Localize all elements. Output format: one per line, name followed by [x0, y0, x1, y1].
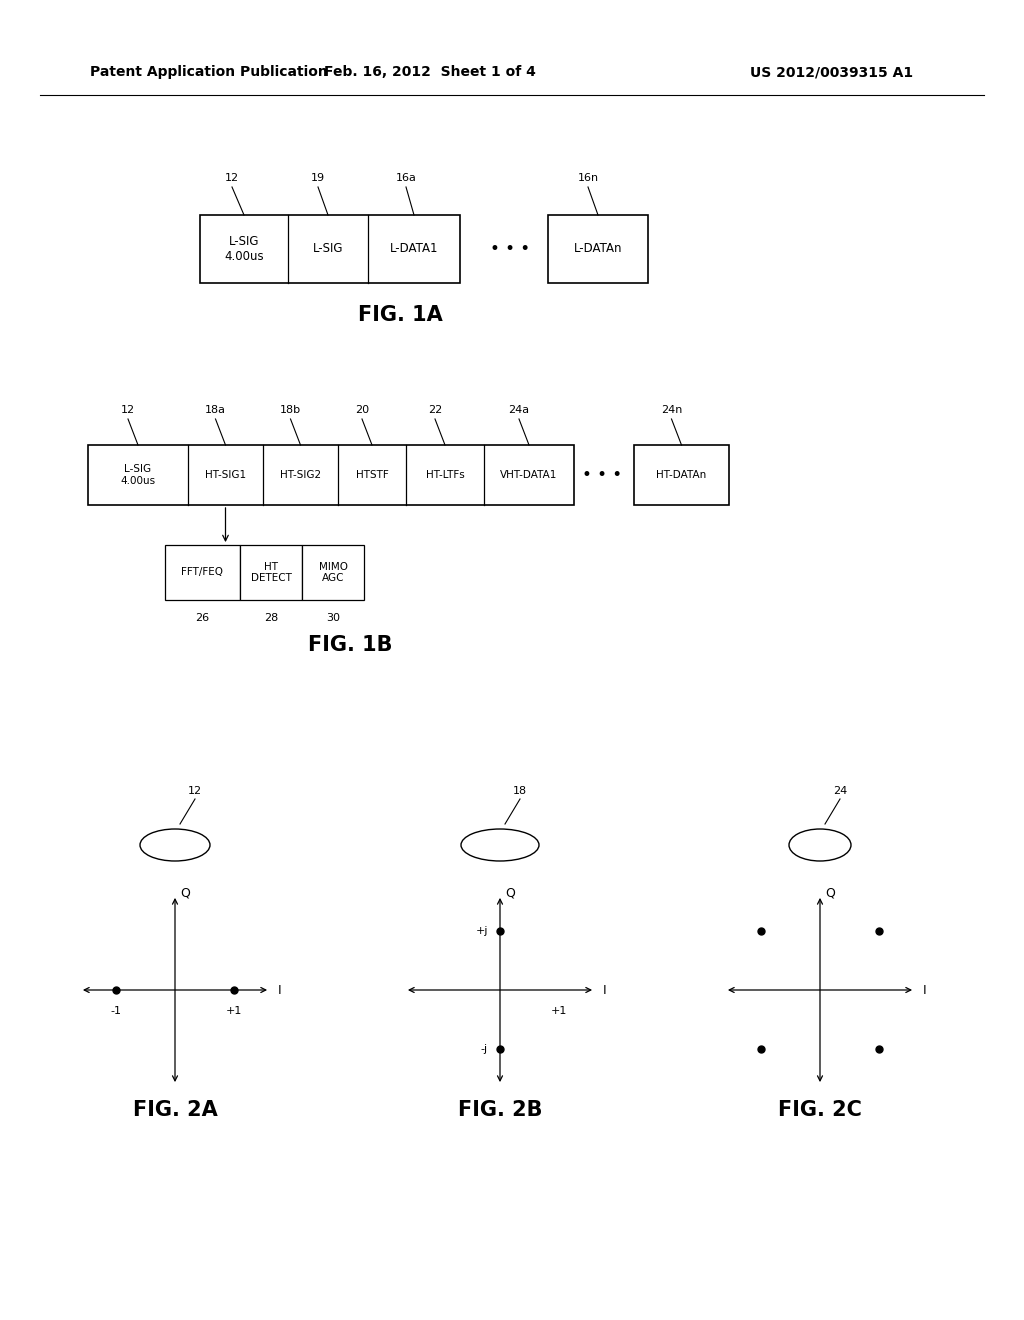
Bar [88, 445, 574, 506]
Text: 20: 20 [355, 405, 369, 414]
Text: 24n: 24n [660, 405, 682, 414]
Text: 26: 26 [196, 612, 210, 623]
Text: Q: Q [825, 887, 835, 900]
Text: 22: 22 [428, 405, 442, 414]
Text: VHT-DATA1: VHT-DATA1 [501, 470, 558, 480]
Text: HT-LTFs: HT-LTFs [426, 470, 464, 480]
Text: 28: 28 [264, 612, 279, 623]
Text: L-SIG: L-SIG [312, 243, 343, 256]
Text: Feb. 16, 2012  Sheet 1 of 4: Feb. 16, 2012 Sheet 1 of 4 [324, 65, 536, 79]
Text: +j: +j [475, 927, 488, 936]
Bar [165, 545, 240, 601]
Ellipse shape [461, 829, 539, 861]
Text: US 2012/0039315 A1: US 2012/0039315 A1 [750, 65, 913, 79]
Text: 12: 12 [188, 785, 202, 796]
Text: FIG. 1A: FIG. 1A [357, 305, 442, 325]
Text: 12: 12 [225, 173, 239, 183]
Text: I: I [278, 983, 282, 997]
Bar [634, 445, 729, 506]
Text: I: I [603, 983, 606, 997]
Text: 24a: 24a [509, 405, 529, 414]
Text: L-DATA1: L-DATA1 [390, 243, 438, 256]
Text: +1: +1 [551, 1006, 567, 1016]
Text: -j: -j [481, 1044, 488, 1053]
Text: 16a: 16a [395, 173, 417, 183]
Bar [548, 215, 648, 282]
Bar [302, 545, 364, 601]
Bar [200, 215, 460, 282]
Text: HTSTF: HTSTF [355, 470, 388, 480]
Text: L-SIG
4.00us: L-SIG 4.00us [121, 465, 156, 486]
Text: FIG. 2A: FIG. 2A [133, 1100, 217, 1119]
Text: • • •: • • • [582, 466, 622, 484]
Text: L-SIG
4.00us: L-SIG 4.00us [224, 235, 264, 263]
Text: 16n: 16n [578, 173, 599, 183]
Text: HT
DETECT: HT DETECT [251, 562, 292, 583]
Ellipse shape [140, 829, 210, 861]
Text: HT-SIG: HT-SIG [479, 838, 521, 851]
Text: FIG. 1B: FIG. 1B [308, 635, 392, 655]
Text: 18b: 18b [280, 405, 301, 414]
Text: L-DATAn: L-DATAn [573, 243, 623, 256]
Text: • • •: • • • [489, 240, 530, 257]
Text: HT-SIG2: HT-SIG2 [280, 470, 322, 480]
Text: Q: Q [180, 887, 189, 900]
Text: HT-SIG1: HT-SIG1 [205, 470, 246, 480]
Text: +1: +1 [225, 1006, 242, 1016]
Text: HT-DATAn: HT-DATAn [656, 470, 707, 480]
Text: 19: 19 [311, 173, 325, 183]
Bar [240, 545, 302, 601]
Text: 18a: 18a [205, 405, 226, 414]
Text: I: I [923, 983, 927, 997]
Text: Patent Application Publication: Patent Application Publication [90, 65, 328, 79]
Text: MIMO
AGC: MIMO AGC [318, 562, 347, 583]
Text: FIG. 2B: FIG. 2B [458, 1100, 543, 1119]
Text: DATA: DATA [804, 838, 836, 851]
Text: Q: Q [505, 887, 515, 900]
Text: FIG. 2C: FIG. 2C [778, 1100, 862, 1119]
Ellipse shape [790, 829, 851, 861]
Text: L-SIG: L-SIG [159, 838, 191, 851]
Text: 30: 30 [326, 612, 340, 623]
Text: -1: -1 [111, 1006, 122, 1016]
Text: 12: 12 [121, 405, 135, 414]
Text: 24: 24 [833, 785, 847, 796]
Text: 18: 18 [513, 785, 527, 796]
Text: FFT/FEQ: FFT/FEQ [181, 568, 223, 578]
